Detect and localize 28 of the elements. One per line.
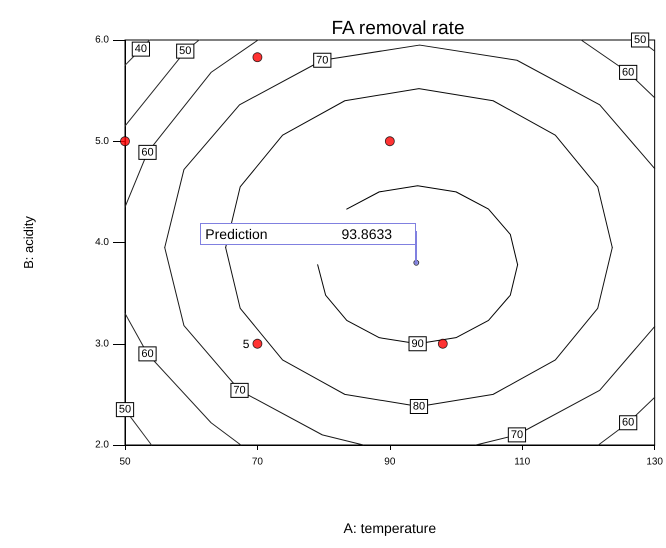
annotation: Prediction 93.8633: [205, 226, 392, 242]
chart-title: FA removal rate: [331, 18, 465, 39]
series-label: 60: [141, 146, 154, 158]
y-tick-label: 5.0: [95, 136, 110, 147]
series-label: 50: [118, 404, 132, 416]
x-tick-label: 90: [384, 456, 396, 468]
x-tick-label: 50: [119, 456, 131, 468]
text: 50: [634, 34, 646, 46]
text: 60: [622, 66, 634, 78]
x-axis-title: A: temperature: [344, 520, 436, 536]
series-label: 60: [141, 348, 154, 360]
series-label: 50: [179, 45, 192, 58]
annotation: 5: [242, 336, 250, 351]
y-tick-label: 6.0: [95, 34, 110, 46]
x-tick-label: 110: [514, 456, 531, 468]
text: 60: [622, 416, 634, 429]
x-tick-label: 130: [646, 456, 664, 468]
x-tick-label: 70: [252, 456, 264, 468]
series-label: 70: [233, 384, 246, 396]
text: 70: [510, 428, 524, 441]
series-label: 40: [134, 43, 148, 56]
series-label: 80: [412, 400, 426, 413]
series-label: 90: [412, 338, 424, 350]
y-tick-label: 2.0: [95, 440, 110, 450]
series-label: 70: [316, 54, 328, 66]
y-axis-title: B: acidity: [21, 216, 36, 269]
y-tick-label: 3.0: [95, 338, 110, 350]
y-tick-label: 4.0: [95, 237, 110, 248]
